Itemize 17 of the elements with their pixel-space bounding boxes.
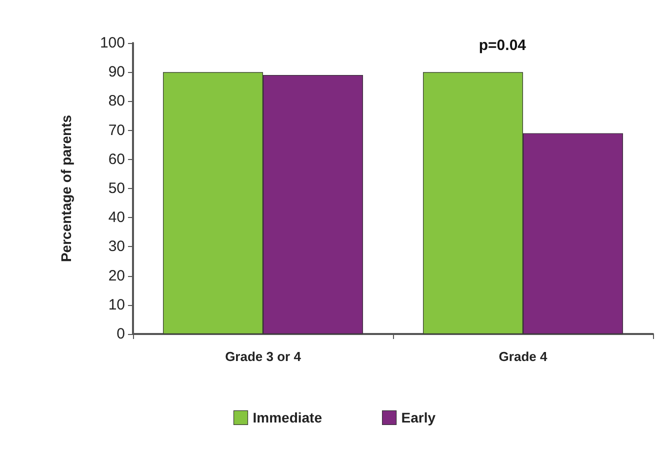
y-tick-label: 20 (108, 267, 125, 284)
y-tick-label: 60 (108, 150, 125, 168)
y-tick-label: 100 (100, 34, 125, 52)
y-tick-label: 0 (116, 326, 125, 342)
y-axis-title: Percentage of parents (58, 114, 74, 262)
annotation: p=0.04 (478, 37, 527, 54)
y-tick-label: 90 (108, 64, 125, 81)
y-tick-label: 80 (108, 92, 125, 110)
y-tick-label: 40 (108, 209, 125, 226)
legend-label: Early (401, 410, 436, 426)
x-tick-label: Grade 3 or 4 (225, 349, 302, 364)
y-tick-label: 50 (108, 180, 125, 197)
y-tick-label: 30 (108, 238, 125, 256)
legend-label: Immediate (252, 410, 322, 426)
y-tick-label: 10 (108, 296, 125, 314)
y-tick-label: 70 (108, 122, 125, 139)
x-tick-label: Grade 4 (498, 349, 548, 364)
